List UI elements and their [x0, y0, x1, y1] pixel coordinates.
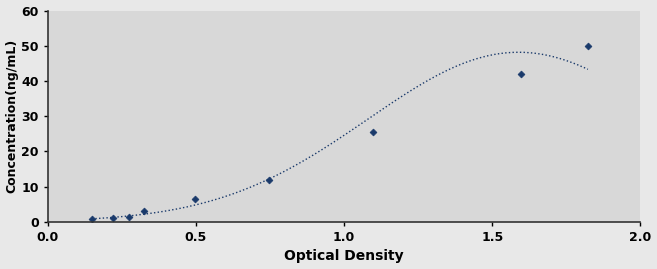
- X-axis label: Optical Density: Optical Density: [284, 249, 404, 263]
- Y-axis label: Concentration(ng/mL): Concentration(ng/mL): [5, 39, 18, 193]
